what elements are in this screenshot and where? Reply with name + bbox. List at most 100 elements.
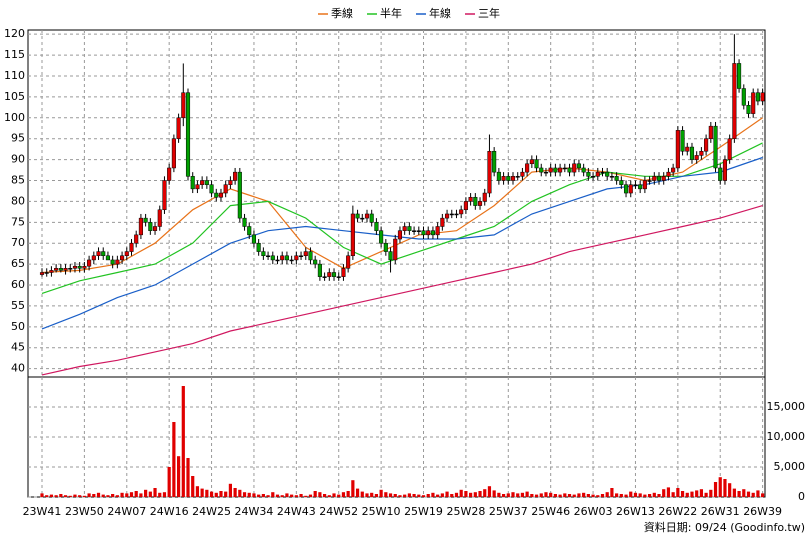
volume-bar: [346, 491, 350, 497]
legend-label: 年線: [429, 6, 451, 20]
candle-body: [313, 259, 318, 265]
x-tick-label: 26W39: [743, 505, 782, 518]
volume-bar: [238, 489, 242, 497]
candle-body: [256, 242, 261, 252]
candle-body: [482, 192, 487, 202]
candle-body: [275, 259, 280, 262]
x-tick-label: 24W34: [235, 505, 274, 518]
volume-bar: [370, 492, 374, 497]
candle-body: [294, 255, 299, 261]
ma-line: [41, 142, 763, 294]
volume-bar: [186, 458, 190, 497]
candle-body: [336, 276, 341, 278]
volume-bar: [572, 494, 576, 497]
volume-bar: [699, 489, 703, 497]
candle-body: [539, 167, 544, 173]
volume-bar: [313, 491, 317, 497]
candle-body: [755, 92, 760, 102]
candle-body: [661, 176, 666, 181]
volume-bar: [450, 494, 454, 497]
candle-body: [534, 159, 539, 169]
x-tick-label: 25W37: [489, 505, 528, 518]
candle-body: [331, 272, 337, 277]
candle-body: [284, 255, 289, 261]
volume-bar: [68, 495, 72, 497]
candle-body: [671, 167, 676, 173]
candle-body: [54, 268, 59, 271]
candle-body: [223, 184, 228, 194]
y-tick-label: 70: [11, 236, 25, 249]
volume-bar: [605, 492, 609, 497]
volume-bar: [96, 492, 101, 497]
volume-bar: [718, 477, 722, 497]
candle-body: [105, 255, 110, 261]
volume-bar: [92, 494, 96, 497]
candle-body: [101, 251, 106, 257]
volume-bar: [638, 493, 642, 497]
volume-bar: [106, 495, 110, 497]
y-tick-label: 105: [4, 90, 25, 103]
ma-line: [41, 117, 763, 274]
candle-body: [412, 230, 417, 232]
volume-bar: [73, 494, 77, 497]
candle-body: [647, 180, 652, 182]
candle-body: [421, 230, 426, 236]
volume-bar: [600, 494, 605, 497]
candle-body: [134, 234, 139, 244]
volume-bar: [393, 494, 397, 497]
candle-body: [694, 155, 699, 160]
candle-body: [713, 125, 718, 169]
y-tick-label: 55: [11, 299, 25, 312]
volume-bar: [318, 492, 322, 497]
x-tick-label: 26W22: [658, 505, 697, 518]
candle-body: [261, 251, 266, 257]
volume-bar: [652, 492, 656, 497]
candle-body: [449, 213, 454, 216]
candle-body: [492, 150, 497, 173]
x-tick-label: 25W10: [362, 505, 401, 518]
volume-bar: [271, 492, 275, 497]
volume-bar: [421, 495, 426, 497]
candle-body: [397, 230, 403, 240]
y-tick-label: 110: [4, 69, 25, 82]
candle-body: [510, 176, 516, 181]
candle-body: [49, 270, 54, 273]
candle-body: [666, 171, 671, 177]
candle-body: [737, 63, 742, 89]
volume-bar: [355, 488, 360, 497]
volume-bar: [492, 490, 496, 497]
candle-body: [204, 180, 209, 185]
y-tick-label: 40: [11, 362, 25, 375]
volume-bar: [308, 494, 313, 497]
x-tick-label: 24W52: [319, 505, 358, 518]
candle-body: [760, 92, 765, 102]
candle-body: [350, 213, 355, 257]
volume-bar: [148, 491, 152, 497]
volume-bar: [144, 489, 148, 497]
volume-bar: [761, 493, 765, 497]
volume-bar: [746, 491, 751, 497]
candle-body: [435, 226, 440, 236]
volume-bar: [643, 494, 647, 497]
candle-body: [572, 163, 577, 173]
candle-body: [605, 171, 610, 177]
volume-bar: [280, 495, 284, 497]
volume-bar: [111, 494, 115, 497]
volume-bar: [511, 492, 515, 497]
volume-bar: [54, 495, 58, 497]
volume-bar: [261, 494, 265, 497]
volume-bar: [181, 386, 185, 497]
volume-bar: [87, 493, 91, 497]
candle-body: [746, 105, 751, 114]
volume-bar: [162, 492, 167, 497]
candle-body: [58, 268, 63, 271]
candle-body: [445, 213, 450, 219]
volume-bar: [671, 492, 675, 497]
volume-bar: [454, 492, 459, 497]
volume-bar: [158, 492, 162, 497]
volume-bar: [384, 492, 388, 497]
candle-body: [708, 125, 713, 139]
candle-body: [181, 92, 186, 119]
candle-body: [515, 176, 520, 178]
volume-bar: [120, 492, 124, 497]
